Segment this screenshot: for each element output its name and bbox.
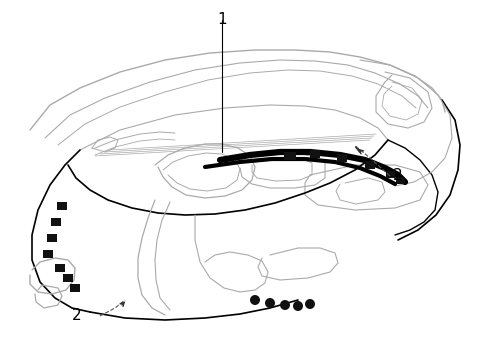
- Circle shape: [265, 298, 275, 308]
- Bar: [284, 152, 296, 160]
- Bar: [70, 284, 80, 292]
- Circle shape: [250, 295, 260, 305]
- Bar: [63, 274, 73, 282]
- Text: 1: 1: [217, 12, 227, 27]
- Bar: [51, 218, 61, 226]
- Bar: [57, 202, 67, 210]
- Bar: [55, 264, 65, 272]
- Text: 2: 2: [72, 309, 82, 323]
- Bar: [337, 154, 347, 162]
- Text: 2: 2: [393, 169, 403, 183]
- Bar: [386, 171, 395, 178]
- Circle shape: [293, 301, 303, 311]
- Bar: [396, 177, 405, 184]
- Bar: [47, 234, 57, 242]
- Bar: [310, 150, 320, 158]
- Circle shape: [305, 299, 315, 309]
- Circle shape: [280, 300, 290, 310]
- Bar: [43, 250, 53, 258]
- Bar: [365, 161, 375, 169]
